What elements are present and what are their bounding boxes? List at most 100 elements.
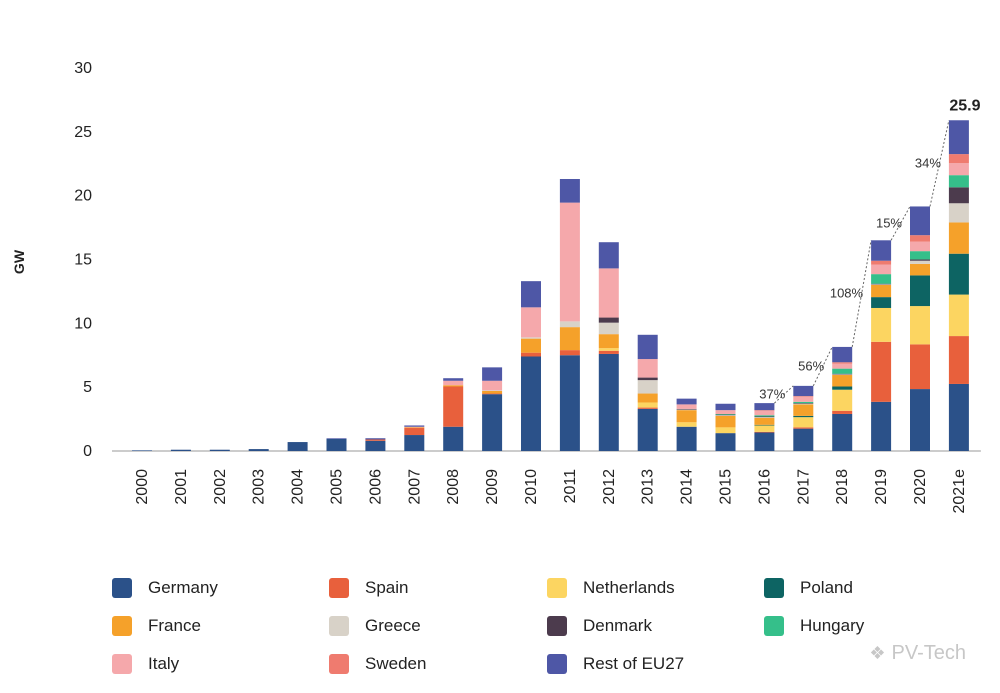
bar-segment [365, 438, 386, 440]
bar-segment [948, 222, 969, 254]
x-tick-label: 2001 [173, 469, 190, 505]
bar-segment [598, 268, 619, 318]
bar-segment [910, 275, 930, 307]
legend-swatch [329, 654, 349, 674]
bar-segment [715, 414, 736, 416]
bar-segment [637, 334, 658, 360]
bar-segment [482, 394, 503, 451]
bar-segment [404, 427, 425, 429]
bar-segment [598, 350, 619, 354]
bar-segment [948, 253, 969, 295]
bar-segment [404, 425, 425, 427]
bar-segment [521, 281, 541, 308]
bar-segment [326, 438, 347, 439]
bar-segment [793, 427, 814, 429]
growth-label: 37% [759, 386, 785, 401]
bar-segment [287, 442, 308, 451]
bar-segment [715, 413, 736, 415]
y-tick-label: 0 [83, 443, 92, 460]
bar-segment [482, 380, 503, 391]
y-tick-label: 30 [74, 60, 92, 77]
y-axis-title: GW [11, 249, 27, 274]
bar-segment [326, 438, 347, 451]
bar-group-2001 [170, 449, 191, 451]
bar-segment [910, 235, 930, 242]
bar-segment [832, 413, 853, 451]
bar-segment [209, 449, 230, 451]
bar-segment [676, 398, 697, 405]
bar-group-2011 [559, 178, 580, 451]
bar-segment [793, 401, 814, 404]
bar-group-2007 [404, 425, 425, 451]
bar-segment [637, 407, 658, 409]
growth-label: 15% [876, 215, 902, 230]
bar-segment [521, 356, 541, 451]
bar-segment [676, 422, 697, 427]
bar-segment [521, 337, 541, 339]
bar-segment [715, 415, 736, 416]
bar-group-2013 [637, 334, 658, 451]
bar-segment [910, 206, 930, 236]
growth-connector [812, 346, 833, 387]
bar-segment [832, 373, 853, 375]
bar-group-2008 [443, 378, 464, 451]
x-tick-label: 2005 [329, 469, 346, 505]
x-tick-label: 2009 [484, 469, 501, 505]
bar-group-2018 [832, 346, 853, 451]
bar-segment [871, 307, 892, 342]
bar-segment [521, 352, 541, 357]
bar-segment [871, 401, 892, 451]
bar-segment [676, 404, 697, 409]
bar-group-2010 [521, 281, 541, 451]
bar-segment [832, 386, 853, 390]
bar-segment [948, 163, 969, 176]
bar-segment [793, 417, 814, 428]
bar-group-2019 [871, 240, 892, 451]
legend-label: Rest of EU27 [583, 654, 685, 673]
bar-segment [948, 294, 969, 337]
bar-segment [754, 416, 775, 418]
bar-segment [559, 202, 580, 322]
bar-segment [754, 424, 775, 426]
legend-swatch [547, 578, 567, 598]
watermark: ❖ PV-Tech [869, 642, 966, 665]
y-tick-label: 5 [83, 379, 92, 396]
bar-group-2012 [598, 242, 619, 451]
bar-segment [637, 380, 658, 394]
bar-segment [404, 428, 425, 436]
legend-item: Rest of EU27 [547, 654, 684, 674]
legend-item: Greece [329, 616, 421, 636]
bar-group-2004 [287, 442, 308, 451]
legend-label: Hungary [800, 616, 865, 635]
legend-label: Germany [148, 578, 218, 597]
bar-segment [598, 353, 619, 451]
bar-segment [871, 264, 892, 275]
bar-segment [443, 385, 464, 387]
bar-segment [793, 403, 814, 405]
bar-segment [559, 321, 580, 328]
bar-segment [443, 386, 464, 427]
legend-label: France [148, 616, 201, 635]
bar-segment [948, 154, 969, 164]
bar-segment [793, 404, 814, 416]
legend-swatch [112, 578, 132, 598]
x-tick-label: 2003 [251, 469, 268, 505]
bar-segment [754, 417, 775, 425]
legend-swatch [329, 616, 349, 636]
bar-segment [793, 415, 814, 418]
bar-segment [793, 385, 814, 397]
bar-segment [482, 367, 503, 381]
bar-segment [793, 396, 814, 402]
legend-swatch [547, 616, 567, 636]
bar-segment [637, 359, 658, 378]
growth-label: 56% [798, 358, 824, 373]
bar-segment [754, 431, 775, 433]
legend-item: Italy [112, 654, 179, 674]
bar-segment [559, 327, 580, 351]
growth-connector [774, 385, 794, 404]
bar-segment [871, 240, 892, 261]
legend-swatch [329, 578, 349, 598]
legend-item: Germany [112, 578, 218, 598]
bar-segment [871, 284, 892, 285]
bar-segment [754, 425, 775, 432]
